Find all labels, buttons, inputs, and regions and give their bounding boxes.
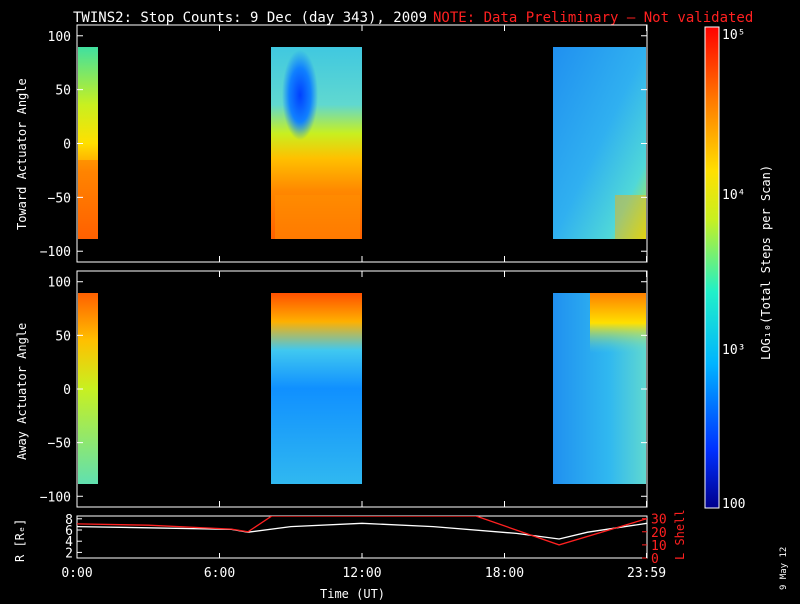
heatmap-streaks-toward-2 [275,195,360,239]
y-tick-label: 4 [65,535,73,550]
y-tick-label: −100 [40,490,71,505]
colorbar-tick-label: 10⁴ [722,188,745,203]
heatmap-corner-away-3 [590,293,646,353]
y2-tick-label: 10 [651,539,667,554]
lines-layer [77,516,647,546]
y-tick-label: 2 [65,546,73,561]
heatmap-block-away-2 [271,293,362,484]
y-tick-label: 50 [55,329,71,344]
y-tick-label: −50 [48,191,71,206]
chart-title: TWINS2: Stop Counts: 9 Dec (day 343), 20… [73,10,427,26]
x-tick-label: 6:00 [204,566,235,581]
y-tick-label: −50 [48,437,71,452]
x-tick-label: 12:00 [342,566,381,581]
axes-frame [76,515,648,559]
y-tick-label: 100 [48,30,71,45]
colorbar-tick-label: 10³ [722,343,745,358]
preliminary-note: NOTE: Data Preliminary – Not validated [433,10,753,26]
y-tick-label: −100 [40,245,71,260]
series-line-lshell [77,516,647,546]
heatmap-block-away-1 [78,293,98,484]
y2-tick-label: 0 [651,552,659,567]
ylabel-r: R [Rₑ] [13,519,27,562]
heatmap-streaks-toward-1 [78,160,98,239]
heatmap-streaks-toward-3 [615,195,646,239]
y-tick-label: 0 [63,383,71,398]
colorbar: 10⁵ 10⁴ 10³ 100 LOG₁₀(Total Steps per Sc… [704,26,773,512]
xlabel-time: Time (UT) [320,587,385,600]
heatmap-low-region [282,50,318,140]
y-tick-label: 50 [55,84,71,99]
heatmap-block-toward-3 [553,47,646,239]
ylabel-toward: Toward Actuator Angle [15,78,29,230]
y2-tick-label: 20 [651,526,667,541]
ylabel-lshell: L Shell [673,509,687,560]
ylabel-away: Away Actuator Angle [15,323,29,460]
x-tick-label: 0:00 [61,566,92,581]
colorbar-gradient [704,26,720,509]
y2-tick-label: 30 [651,513,667,528]
y-tick-label: 6 [65,524,73,539]
x-tick-label: 23:59 [627,566,666,581]
y-tick-label: 0 [63,138,71,153]
colorbar-tick-label: 10⁵ [722,28,745,43]
date-stamp: 9 May 12 [779,547,789,590]
heatmap-panel-away [78,293,646,484]
y-tick-label: 100 [48,276,71,291]
series-line-r [77,522,647,540]
axes-layer: 100500−50−100100500−50−100864230201000:0… [40,24,667,581]
heatmap-panel-toward [78,47,646,239]
y-tick-label: 8 [65,513,73,528]
x-tick-label: 18:00 [485,566,524,581]
colorbar-tick-label: 100 [722,497,745,512]
colorbar-title: LOG₁₀(Total Steps per Scan) [759,165,773,360]
